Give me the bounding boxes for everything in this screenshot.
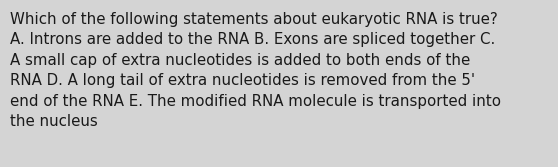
Text: Which of the following statements about eukaryotic RNA is true?
A. Introns are a: Which of the following statements about … [10, 12, 501, 129]
